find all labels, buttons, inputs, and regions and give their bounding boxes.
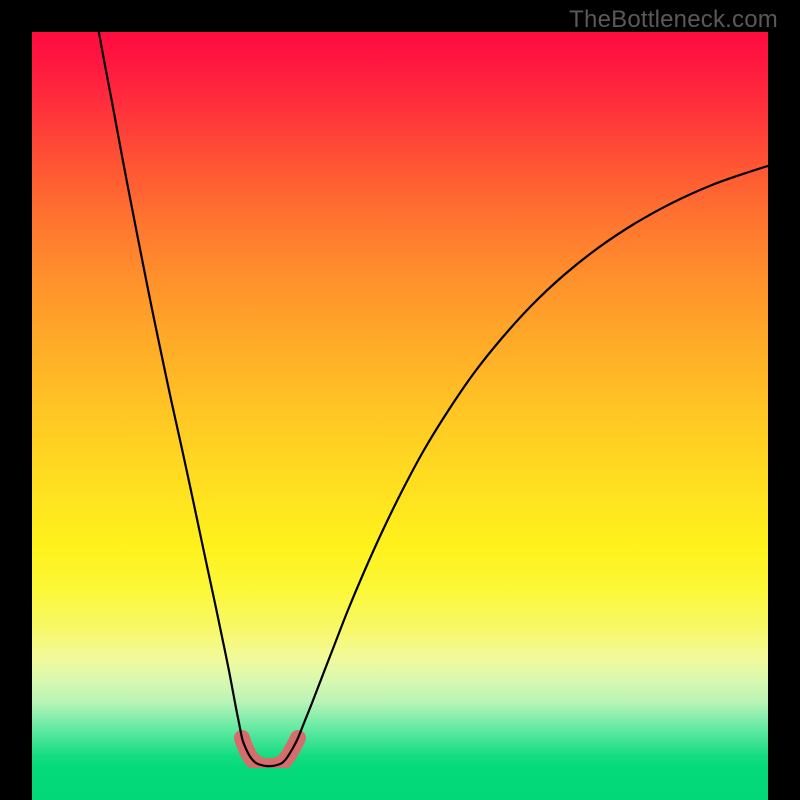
plot-area — [32, 32, 768, 768]
curve-svg — [32, 32, 768, 768]
watermark-text: TheBottleneck.com — [569, 6, 778, 34]
bottom-green-strip — [32, 768, 768, 800]
bottleneck-curve — [97, 32, 768, 766]
